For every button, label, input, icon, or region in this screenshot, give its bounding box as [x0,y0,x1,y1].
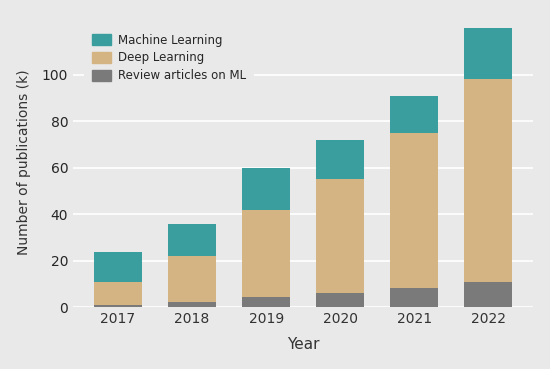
Bar [464,28,513,307]
Bar [94,282,142,307]
Bar [390,96,438,307]
X-axis label: Year: Year [287,337,320,352]
Bar [168,256,216,307]
Bar [316,140,364,307]
Bar [168,301,216,307]
Bar [168,224,216,307]
Bar [94,304,142,307]
Bar [464,79,513,307]
Y-axis label: Number of publications (k): Number of publications (k) [16,69,31,255]
Bar [242,297,290,307]
Bar [464,282,513,307]
Legend: Machine Learning, Deep Learning, Review articles on ML: Machine Learning, Deep Learning, Review … [84,25,254,90]
Bar [390,133,438,307]
Bar [316,293,364,307]
Bar [316,179,364,307]
Bar [242,210,290,307]
Bar [94,252,142,307]
Bar [390,287,438,307]
Bar [242,168,290,307]
